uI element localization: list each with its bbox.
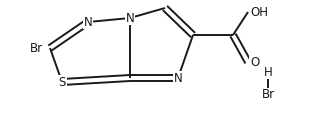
Text: Br: Br [261, 88, 275, 102]
Text: Br: Br [30, 42, 43, 54]
Text: N: N [126, 11, 134, 24]
Text: S: S [58, 76, 66, 88]
Text: N: N [174, 72, 182, 84]
Text: H: H [264, 65, 272, 79]
Text: N: N [84, 15, 92, 29]
Text: OH: OH [250, 5, 268, 19]
Text: O: O [250, 56, 259, 68]
